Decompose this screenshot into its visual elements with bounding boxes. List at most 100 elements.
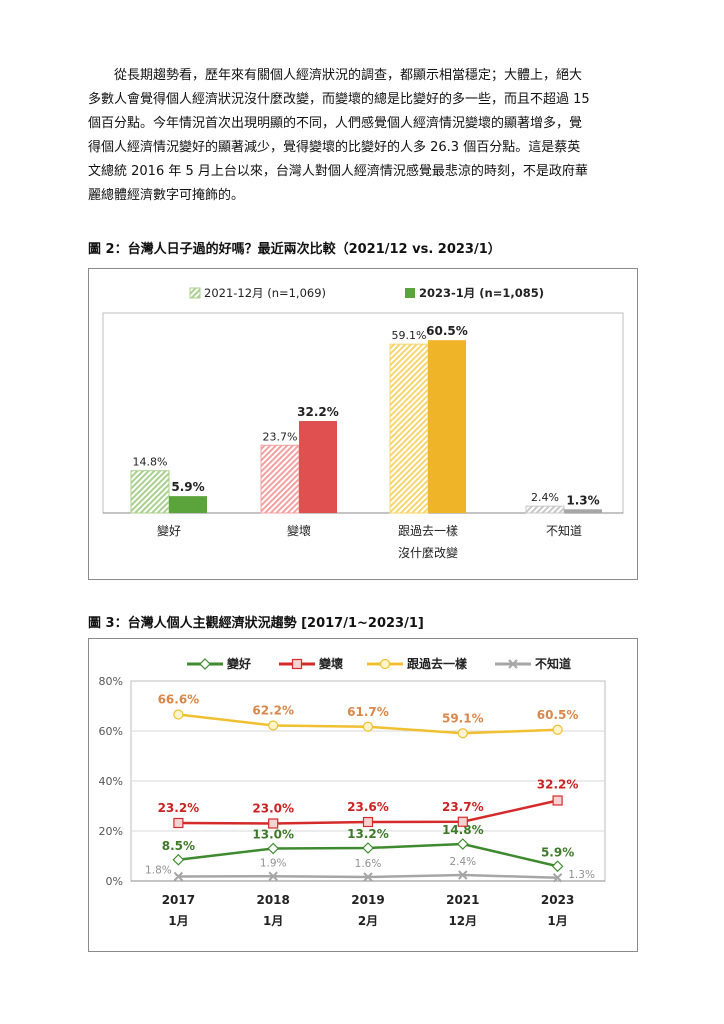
category-label: 變好 [157,523,181,538]
data-point [268,818,279,829]
paragraph-line: 從長期趨勢看，歷年來有關個人經濟狀況的調查，都顯示相當穩定；大體上，絕大 [114,68,583,83]
legend-swatch-2021 [189,287,201,299]
data-point [362,842,374,854]
bar-label-2021: 2.4% [531,491,559,504]
y-tick-label: 20% [99,825,123,838]
bar-label-2023: 32.2% [297,405,339,419]
bar-label-2023: 60.5% [426,324,468,338]
bar-label-2021: 59.1% [392,329,427,342]
data-label: 23.2% [158,801,200,815]
figure3-caption: 圖 3：台灣人個人主觀經濟狀況趨勢 [2017/1~2023/1] [88,616,424,631]
data-label: 32.2% [537,778,579,792]
figure2-caption: 圖 2：台灣人日子過的好嗎？最近兩次比較（2021/12 vs. 2023/1） [88,242,501,257]
x-tick-label-month: 12月 [448,914,477,928]
legend-item: 變好 [187,656,251,671]
legend-label: 變壞 [318,656,343,671]
data-label: 8.5% [162,839,195,853]
data-point [173,709,184,720]
x-tick-label-year: 2017 [162,893,195,907]
data-point [268,720,279,731]
data-point [173,817,184,829]
data-label: 61.7% [347,705,389,719]
category-label: 沒什麼改變 [398,545,458,560]
data-point [552,724,563,735]
body-paragraph: 從長期趨勢看，歷年來有關個人經濟狀況的調查，都顯示相當穩定；大體上，絕大 多數人… [88,64,636,208]
legend-item: 變壞 [279,656,343,671]
data-point [458,870,468,880]
legend-item: 跟過去一樣 [367,656,468,671]
data-label: 66.6% [158,693,200,707]
data-label: 62.2% [252,704,294,718]
data-point [268,871,278,881]
legend-marker [291,658,303,670]
data-point [457,816,468,827]
bar-2021 [260,444,300,514]
x-tick-label-month: 2月 [358,914,378,928]
legend-marker [199,658,211,670]
legend-label: 變好 [226,656,251,671]
data-label: 5.9% [541,845,574,859]
y-tick-label: 0% [106,875,123,888]
y-tick-label: 60% [99,725,123,738]
legend-label: 跟過去一樣 [407,656,468,671]
legend: 2021-12月 (n=1,069) 2023-1月 (n=1,085) [189,286,544,300]
data-point [457,728,468,739]
data-label: 14.8% [442,823,484,837]
bar-2023 [169,496,207,513]
bar-chart: 2021-12月 (n=1,069) 2023-1月 (n=1,085) 14.8%… [102,286,624,560]
bar-2023 [428,340,466,513]
x-tick-label-month: 1月 [168,914,188,928]
x-tick-label-month: 1月 [547,914,567,928]
x-tick-label-month: 1月 [263,914,283,928]
data-point [267,842,280,855]
data-label: 1.9% [260,857,287,869]
data-point [552,795,563,806]
legend-marker [379,658,391,670]
bar-2021 [525,505,565,514]
data-label: 1.6% [355,858,382,870]
bar-label-2021: 14.8% [133,456,168,469]
legend-marker [508,659,518,669]
bar-label-2023: 1.3% [566,493,599,507]
paragraph-line: 多數人會覺得個人經濟狀況沒什麼改變，而變壞的總是比變好的多一些，而且不超過 15 [88,92,590,107]
data-label: 59.1% [442,711,484,725]
paragraph-line: 個百分點。今年情況首次出現明顯的不同，人們感覺個人經濟情況變壞的顯著增多，覺 [88,116,583,131]
data-point [172,853,185,866]
data-label: 2.4% [449,856,476,868]
data-label: 60.5% [537,708,579,722]
bar-label-2021: 23.7% [263,430,298,443]
x-tick-label-year: 2021 [446,893,479,907]
category-label: 不知道 [546,524,582,538]
legend-swatch-2023 [405,288,415,298]
category-label: 變壞 [287,523,311,538]
data-point [456,838,469,850]
paragraph-line: 得個人經濟情況變好的顯著減少，覺得變壞的比變好的人多 26.3 個百分點。這是蔡… [88,140,581,155]
x-tick-label-year: 2018 [256,893,289,907]
data-point [362,721,374,732]
line-chart: 0% 20% 40% 60% 80% 2017 1月 2018 1月 2019 2月 2021 12月 2… [99,656,606,928]
data-point [173,871,184,882]
data-label: 23.0% [252,802,294,816]
data-point [552,873,563,883]
data-label: 23.7% [442,800,484,814]
bar-2021 [130,470,170,514]
y-tick-label: 40% [99,775,123,788]
paragraph-line: 文總統 2016 年 5 月上台以來，台灣人對個人經濟情況感覺最悲涼的時刻，不是… [88,164,588,179]
x-tick-label-year: 2019 [351,893,384,907]
legend-label-2023: 2023-1月 (n=1,085) [419,286,544,300]
y-tick-label: 80% [99,675,123,688]
bar-2021 [389,343,429,514]
figure2-chart-frame: 2021-12月 (n=1,069) 2023-1月 (n=1,085) 14.8%… [88,268,638,580]
data-label: 13.0% [252,828,294,842]
category-label: 跟過去一樣 [398,523,458,538]
paragraph-line: 麗總體經濟數字可掩飾的。 [88,188,245,203]
legend-label-2021: 2021-12月 (n=1,069) [204,286,326,300]
x-tick-label-year: 2023 [541,893,574,907]
figure3-chart-frame: 0% 20% 40% 60% 80% 2017 1月 2018 1月 2019 2月 2021 12月 2… [88,638,638,952]
data-point [362,816,374,828]
data-point [363,872,373,882]
data-label: 1.8% [145,865,172,877]
bar-2023 [299,421,337,513]
bar-2023 [564,509,602,513]
data-label: 13.2% [347,827,389,841]
